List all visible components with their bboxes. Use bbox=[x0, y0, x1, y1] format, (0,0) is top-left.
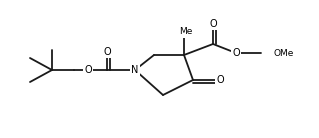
Text: O: O bbox=[103, 47, 111, 57]
Text: N: N bbox=[131, 65, 139, 75]
Text: OMe: OMe bbox=[273, 48, 293, 58]
Text: O: O bbox=[84, 65, 92, 75]
Text: O: O bbox=[216, 75, 224, 85]
Text: O: O bbox=[209, 19, 217, 29]
Text: O: O bbox=[232, 48, 240, 58]
Text: Me: Me bbox=[179, 27, 193, 36]
